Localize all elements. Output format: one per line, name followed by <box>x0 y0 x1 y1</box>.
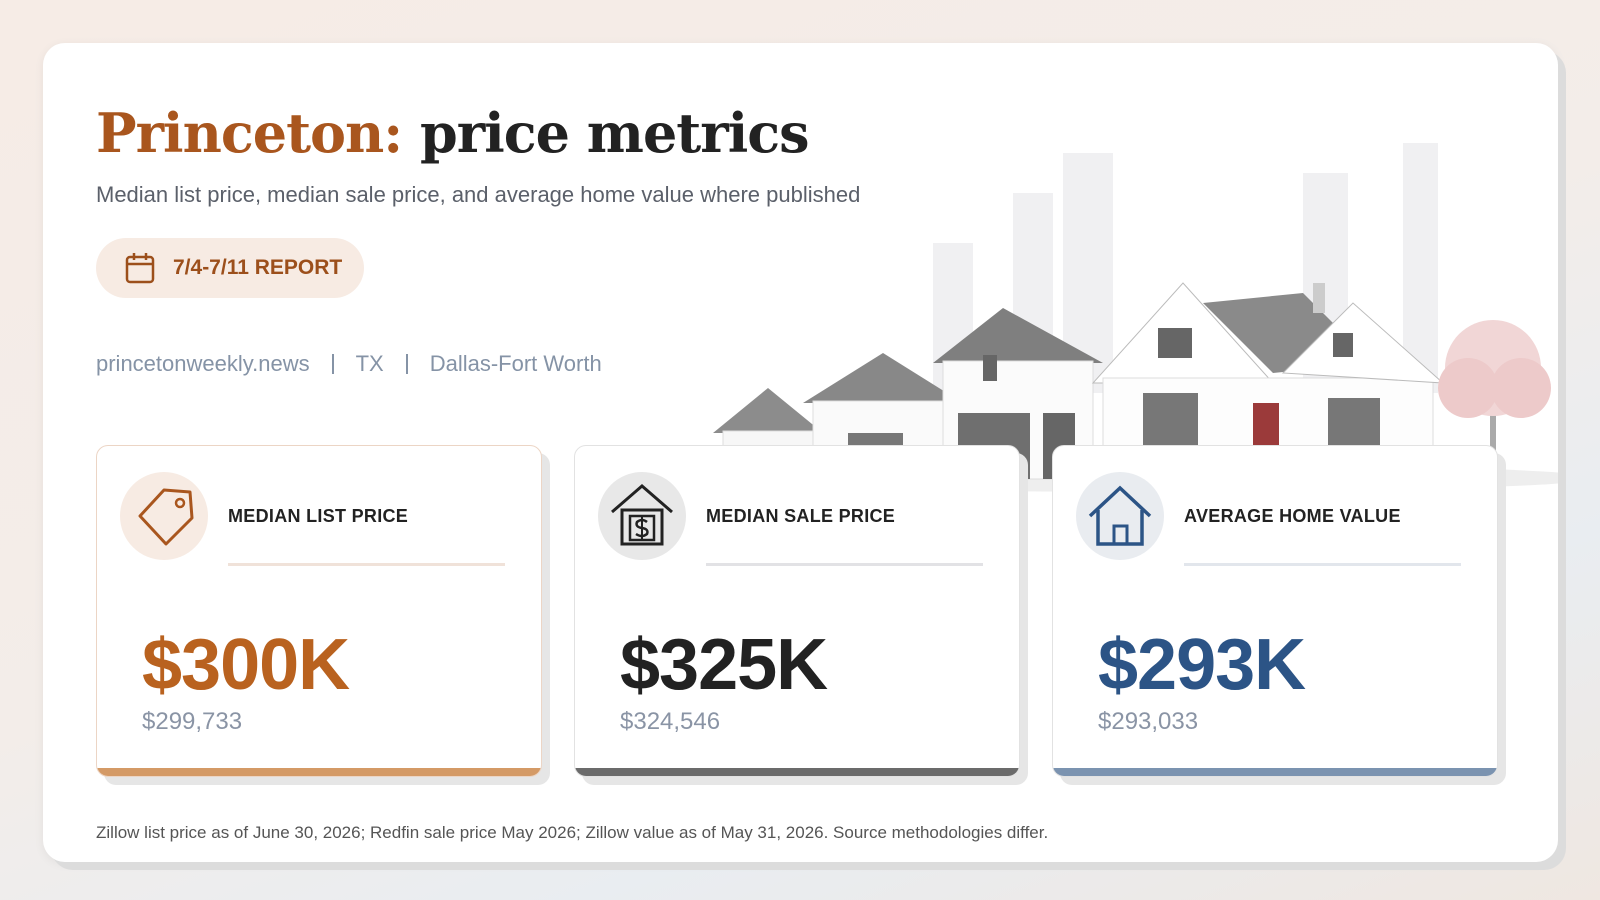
metric-card: MEDIAN LIST PRICE $300K $299,733 <box>96 445 542 777</box>
title-rest: price metrics <box>420 101 809 165</box>
card-exact-value: $293,033 <box>1098 708 1199 735</box>
card-value: $300K <box>142 625 350 705</box>
meta-line: princetonweekly.news TX Dallas-Fort Wort… <box>96 351 602 377</box>
card-value: $293K <box>1098 625 1306 705</box>
sale-house-icon <box>611 484 673 546</box>
icon-circle <box>120 472 208 560</box>
report-panel: Princeton: price metrics Median list pri… <box>43 43 1558 862</box>
separator <box>331 354 334 374</box>
card-label: AVERAGE HOME VALUE <box>1184 506 1401 526</box>
separator <box>405 354 408 374</box>
card-exact-value: $324,546 <box>620 708 721 735</box>
metric-card: AVERAGE HOME VALUE $293K $293,033 <box>1052 445 1498 777</box>
meta-site: princetonweekly.news <box>96 351 310 376</box>
footnote: Zillow list price as of June 30, 2026; R… <box>96 823 1049 842</box>
card-label: MEDIAN SALE PRICE <box>706 506 896 526</box>
icon-circle <box>1076 472 1164 560</box>
card-label: MEDIAN LIST PRICE <box>228 506 409 526</box>
tag-icon <box>138 488 194 546</box>
calendar-icon <box>125 253 155 284</box>
report-badge: 7/4-7/11 REPORT <box>96 238 364 298</box>
title-place: Princeton: <box>96 101 403 165</box>
title: Princeton: price metrics <box>96 101 810 165</box>
icon-circle <box>598 472 686 560</box>
card-rule <box>706 563 983 566</box>
card-rule <box>1184 563 1461 566</box>
badge-text: 7/4-7/11 REPORT <box>173 256 343 279</box>
card-accent-bar <box>1053 768 1497 776</box>
card-exact-value: $299,733 <box>142 708 243 735</box>
card-rule <box>228 563 505 566</box>
metric-card: MEDIAN SALE PRICE $325K $324,546 <box>574 445 1020 777</box>
card-accent-bar <box>575 768 1019 776</box>
card-accent-bar <box>97 768 541 776</box>
subtitle: Median list price, median sale price, an… <box>96 182 861 207</box>
meta-region: Dallas-Fort Worth <box>429 351 602 376</box>
card-value: $325K <box>620 625 828 705</box>
home-icon <box>1088 485 1152 546</box>
meta-state: TX <box>355 351 384 376</box>
